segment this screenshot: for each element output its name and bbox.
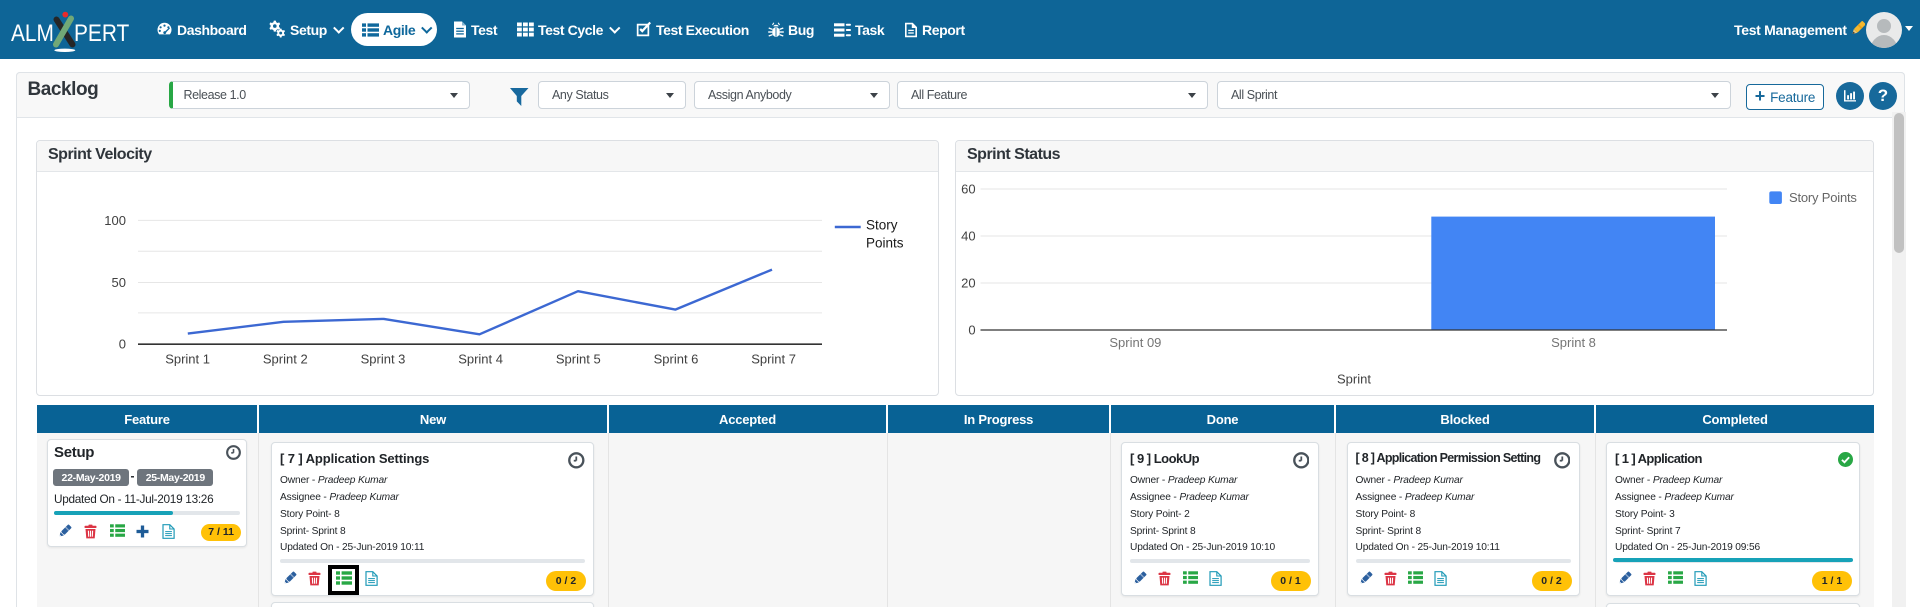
svg-text:Sprint 1: Sprint 1 bbox=[165, 352, 210, 367]
svg-text:Sprint 4: Sprint 4 bbox=[458, 352, 503, 367]
svg-text:Story Points: Story Points bbox=[1789, 190, 1857, 205]
svg-text:Sprint 6: Sprint 6 bbox=[654, 352, 699, 367]
svg-text:40: 40 bbox=[961, 229, 975, 244]
svg-text:Sprint 3: Sprint 3 bbox=[361, 352, 406, 367]
svg-text:20: 20 bbox=[961, 276, 975, 291]
svg-text:60: 60 bbox=[961, 182, 975, 197]
svg-text:100: 100 bbox=[104, 213, 126, 228]
svg-text:Sprint 7: Sprint 7 bbox=[751, 352, 796, 367]
svg-text:0: 0 bbox=[119, 337, 126, 352]
svg-text:0: 0 bbox=[968, 323, 975, 338]
svg-text:Story: Story bbox=[866, 218, 898, 233]
svg-text:Sprint 5: Sprint 5 bbox=[556, 352, 601, 367]
svg-text:Sprint 8: Sprint 8 bbox=[1551, 335, 1596, 350]
svg-text:Points: Points bbox=[866, 236, 904, 251]
svg-text:50: 50 bbox=[112, 275, 126, 290]
svg-text:Sprint 09: Sprint 09 bbox=[1109, 335, 1161, 350]
svg-text:Sprint: Sprint bbox=[1337, 372, 1371, 387]
svg-text:Sprint 2: Sprint 2 bbox=[263, 352, 308, 367]
